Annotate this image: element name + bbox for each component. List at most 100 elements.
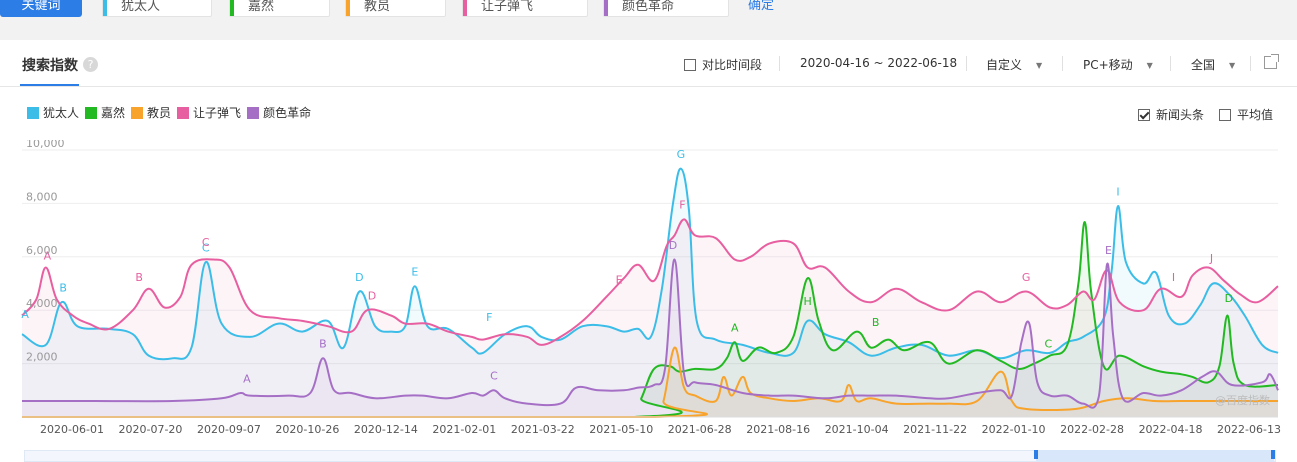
news-marker-label: I	[1116, 185, 1119, 198]
news-marker-label: F	[486, 311, 492, 324]
series-area-4	[22, 219, 1278, 417]
date-range-display[interactable]: 2020-04-16 ~ 2022-06-18	[800, 56, 958, 70]
chart-legend: 犹太人 嘉然 教员 让子弹飞 颜色革命	[27, 104, 317, 121]
device-label: PC+移动	[1083, 58, 1133, 72]
keyword-color-bar	[463, 0, 467, 16]
divider	[966, 56, 967, 71]
x-tick-label: 2020-07-20	[118, 423, 182, 436]
keyword-chip-2[interactable]: 嘉然	[229, 0, 330, 17]
news-marker-label: B	[59, 282, 67, 295]
series-line-3	[22, 346, 1278, 419]
news-marker-label: G	[677, 148, 686, 161]
keyword-chip-5[interactable]: 颜色革命	[603, 0, 729, 17]
compare-period-toggle[interactable]: 对比时间段	[684, 56, 762, 73]
news-marker-label: A	[731, 322, 739, 335]
news-marker-label: J	[1209, 252, 1213, 265]
legend-item-4[interactable]: 让子弹飞	[177, 104, 241, 121]
news-marker-label: G	[1022, 271, 1031, 284]
average-toggle[interactable]: 平均值	[1219, 106, 1273, 123]
keyword-main-button[interactable]: 关键词	[0, 0, 82, 17]
region-dropdown[interactable]: 全国 ▼	[1191, 56, 1235, 73]
y-tick-label: 10,000	[26, 140, 65, 150]
compare-label: 对比时间段	[702, 58, 763, 72]
average-checkbox[interactable]	[1219, 109, 1231, 121]
average-label: 平均值	[1237, 108, 1274, 122]
x-tick-label: 2022-02-28	[1060, 423, 1124, 436]
news-marker-label: I	[1172, 271, 1175, 284]
compare-checkbox[interactable]	[684, 59, 696, 71]
legend-label: 教员	[147, 106, 172, 120]
news-marker-label: C	[490, 370, 498, 383]
divider	[1062, 56, 1063, 71]
y-tick-label: 6,000	[26, 244, 58, 257]
x-tick-label: 2021-06-28	[668, 423, 732, 436]
legend-label: 让子弹飞	[193, 106, 242, 120]
news-headline-toggle[interactable]: 新闻头条	[1138, 106, 1204, 123]
x-tick-label: 2021-02-01	[432, 423, 496, 436]
keyword-chip-label: 犹太人	[121, 0, 161, 14]
x-tick-label: 2020-06-01	[40, 423, 104, 436]
series-line-5	[22, 258, 1279, 409]
x-tick-label: 2020-10-26	[275, 423, 339, 436]
legend-label: 犹太人	[43, 106, 80, 120]
news-marker-label: A	[44, 249, 52, 262]
keyword-chip-1[interactable]: 犹太人	[102, 0, 212, 17]
range-slider-window[interactable]	[1036, 450, 1274, 462]
keyword-chip-3[interactable]: 教员	[345, 0, 446, 17]
news-marker-label: E	[1105, 244, 1112, 257]
watermark-text: @百度指数	[1215, 393, 1270, 407]
news-marker-label: C	[202, 236, 210, 249]
news-marker-label: B	[872, 316, 880, 329]
news-marker-label: H	[803, 295, 811, 308]
news-marker-label: D	[355, 271, 363, 284]
range-slider-handle-left[interactable]	[1034, 450, 1038, 459]
device-dropdown[interactable]: PC+移动 ▼	[1083, 56, 1153, 73]
news-marker-label: B	[319, 338, 327, 351]
legend-item-3[interactable]: 教员	[131, 104, 171, 121]
legend-swatch	[177, 106, 190, 119]
x-tick-label: 2022-06-13	[1217, 423, 1281, 436]
keyword-color-bar	[103, 0, 107, 16]
confirm-link[interactable]: 确定	[748, 0, 775, 13]
caret-down-icon: ▼	[1146, 61, 1153, 70]
divider	[1250, 56, 1251, 71]
x-tick-label: 2021-05-10	[589, 423, 653, 436]
series-area-2	[22, 222, 1278, 417]
keyword-chip-label: 嘉然	[248, 0, 275, 14]
series-line-4	[21, 218, 1279, 346]
legend-swatch	[85, 106, 98, 119]
grid-layer	[22, 149, 1278, 365]
x-tick-label: 2020-12-14	[354, 423, 418, 436]
caret-down-icon: ▼	[1229, 61, 1236, 70]
legend-label: 颜色革命	[263, 106, 312, 120]
legend-label: 嘉然	[101, 106, 126, 120]
news-checkbox[interactable]	[1138, 109, 1150, 121]
custom-range-label: 自定义	[986, 58, 1023, 72]
series-area-3	[22, 347, 1278, 417]
y-tick-label: 4,000	[26, 297, 58, 310]
news-marker-label: F	[679, 199, 685, 212]
line-layer	[21, 167, 1279, 419]
help-icon[interactable]: ?	[83, 57, 98, 72]
legend-swatch	[27, 106, 39, 119]
tab-search-index[interactable]: 搜索指数	[22, 58, 78, 74]
series-area-1	[22, 168, 1278, 417]
range-slider-handle-right[interactable]	[1271, 450, 1275, 459]
news-label: 新闻头条	[1156, 108, 1205, 122]
news-marker-label: E	[411, 265, 418, 278]
keyword-color-bar	[346, 0, 350, 16]
region-label: 全国	[1191, 58, 1216, 72]
legend-item-2[interactable]: 嘉然	[85, 104, 125, 121]
custom-range-dropdown[interactable]: 自定义 ▼	[986, 56, 1042, 73]
chart-toolbar: 搜索指数 ? 对比时间段 2020-04-16 ~ 2022-06-18 自定义…	[0, 40, 1297, 87]
external-link-icon[interactable]	[1264, 54, 1279, 69]
news-marker-label: D	[368, 290, 376, 303]
legend-item-5[interactable]: 颜色革命	[247, 104, 311, 121]
series-line-1	[21, 167, 1279, 361]
x-tick-label: 2021-10-04	[825, 423, 889, 436]
keyword-chip-4[interactable]: 让子弹飞	[462, 0, 588, 17]
legend-item-1[interactable]: 犹太人	[27, 104, 79, 121]
news-marker-label: D	[669, 239, 677, 252]
